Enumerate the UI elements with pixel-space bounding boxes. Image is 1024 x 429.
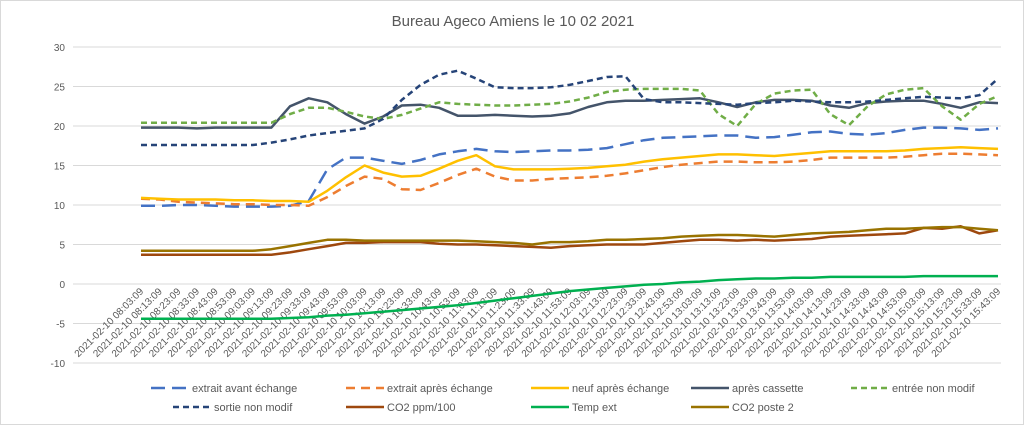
- legend-item: sortie non modif: [173, 402, 293, 414]
- series-line-1: [140, 152, 999, 208]
- chart-title: Bureau Ageco Amiens le 10 02 2021: [392, 13, 635, 30]
- legend-label: extrait avant échange: [192, 383, 297, 395]
- y-tick-label: 0: [59, 280, 65, 291]
- series-lines: [140, 69, 999, 321]
- legend-item: CO2 ppm/100: [346, 402, 455, 414]
- legend-item: Temp ext: [531, 402, 617, 414]
- y-tick-label: 25: [54, 83, 66, 94]
- legend-item: après cassette: [691, 383, 804, 395]
- series-line-0: [141, 126, 999, 208]
- legend-label: Temp ext: [572, 402, 617, 414]
- series-line-7: [141, 274, 998, 321]
- legend-label: sortie non modif: [214, 402, 293, 414]
- series-line-8: [141, 225, 999, 253]
- legend-label: CO2 ppm/100: [387, 402, 455, 414]
- series-line-2: [140, 146, 999, 204]
- series-line-3: [141, 97, 999, 130]
- y-tick-label: -10: [51, 359, 66, 370]
- legend-label: neuf après échange: [572, 383, 669, 395]
- y-tick-label: 10: [54, 201, 66, 212]
- y-tick-label: 30: [54, 43, 66, 54]
- legend-item: entrée non modif: [851, 383, 975, 395]
- series-line-5: [141, 69, 999, 147]
- y-tick-label: 5: [59, 241, 65, 252]
- legend-item: extrait avant échange: [151, 383, 297, 395]
- legend: extrait avant échange extrait après échan…: [151, 383, 975, 414]
- y-tick-label: -5: [56, 320, 65, 331]
- legend-label: extrait après échange: [387, 383, 493, 395]
- legend-item: neuf après échange: [531, 383, 669, 395]
- legend-item: extrait après échange: [346, 383, 493, 395]
- legend-label: CO2 poste 2: [732, 402, 794, 414]
- y-axis: 30 25 20 15 10 5 0 -5 -10: [51, 43, 66, 370]
- series-line-6: [141, 225, 999, 257]
- legend-label: après cassette: [732, 383, 804, 395]
- y-tick-label: 20: [54, 122, 66, 133]
- legend-item: CO2 poste 2: [691, 402, 794, 414]
- series-line-4: [141, 86, 999, 128]
- legend-label: entrée non modif: [892, 383, 975, 395]
- y-tick-label: 15: [54, 162, 66, 173]
